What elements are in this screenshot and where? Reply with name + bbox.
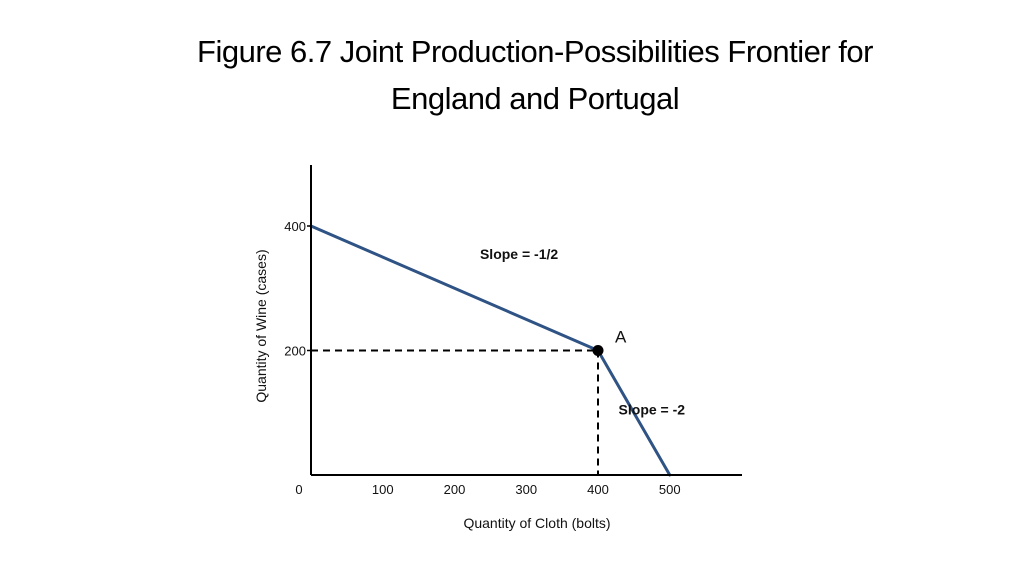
x-tick-label: 300	[515, 482, 537, 497]
frontier-segment	[309, 224, 600, 352]
point-a-label: A	[615, 328, 627, 347]
slope-annotation: Slope = -1/2	[480, 246, 558, 262]
y-tick-label: 400	[284, 219, 306, 234]
x-tick-label: 500	[659, 482, 681, 497]
x-axis-label: Quantity of Cloth (bolts)	[463, 515, 610, 531]
y-axis-label: Quantity of Wine (cases)	[253, 249, 269, 402]
x-tick-label: 200	[444, 482, 466, 497]
slope-annotation: Slope = -2	[619, 402, 686, 418]
title-line-2: England and Portugal	[390, 81, 680, 116]
x-tick-label: 0	[295, 482, 302, 497]
frontier-segment	[596, 349, 672, 477]
page-title: Figure 6.7 Joint Production-Possibilitie…	[0, 28, 1024, 122]
point-a-marker	[592, 345, 604, 356]
title-line-1: Figure 6.7 Joint Production-Possibilitie…	[197, 34, 873, 69]
y-tick-label: 200	[284, 344, 306, 359]
x-tick-label: 100	[372, 482, 394, 497]
x-tick-label: 400	[587, 482, 609, 497]
